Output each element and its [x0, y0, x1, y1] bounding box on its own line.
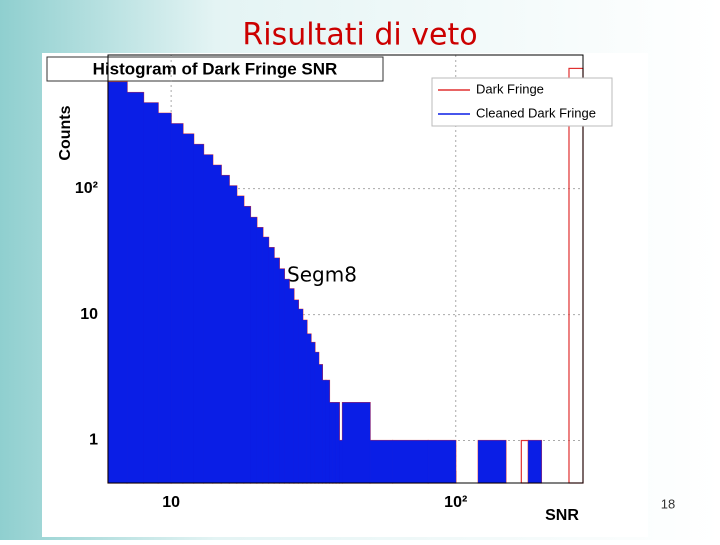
histogram-bar [318, 364, 323, 484]
histogram-bar [322, 380, 327, 484]
histogram-bar [293, 300, 299, 484]
x-tick-label: 10 [162, 494, 180, 511]
histogram-bar [306, 333, 312, 484]
histogram-bar [126, 92, 144, 484]
histogram-bar [236, 196, 244, 484]
histogram-bar [212, 165, 222, 484]
histogram-bar [369, 440, 393, 484]
y-tick-label: 10 [80, 306, 98, 323]
histogram-bar [273, 258, 280, 484]
histogram-bar [229, 185, 237, 484]
chart-title-box [46, 56, 384, 82]
histogram-bar [339, 440, 343, 484]
x-tick-label: 10² [444, 494, 467, 511]
histogram-bar [170, 123, 184, 484]
annotation: Segm8 [287, 263, 357, 287]
histogram-bar [221, 175, 230, 484]
histogram-bar [279, 268, 285, 484]
histogram-bar [314, 352, 319, 484]
histogram-bar [262, 237, 269, 484]
histogram-bar [302, 320, 308, 484]
histogram-bar [427, 440, 456, 484]
histogram-bar [143, 102, 159, 484]
plot-frame [107, 54, 584, 484]
histogram-bar [528, 440, 542, 484]
histogram-bar [107, 81, 128, 484]
histogram-bar [335, 402, 340, 484]
chart-title: Histogram of Dark Fringe SNR [93, 59, 338, 78]
histogram-bar [243, 206, 251, 484]
histogram-bar [310, 342, 316, 484]
y-tick-label: 10² [75, 180, 98, 197]
histogram-bar [193, 144, 204, 484]
histogram-bar [250, 217, 258, 484]
legend-label: Dark Fringe [476, 81, 544, 96]
histogram-bar [256, 227, 264, 484]
page-number: 18 [661, 496, 675, 511]
legend-label: Cleaned Dark Fringe [476, 105, 596, 120]
histogram-bar [478, 440, 507, 484]
histogram-bar [329, 402, 334, 484]
y-axis-label: Counts [57, 105, 74, 160]
histogram-bar [298, 309, 303, 484]
histogram-bar [284, 279, 290, 484]
histogram-bar [325, 380, 330, 484]
histogram-bar [289, 288, 295, 484]
histogram-bar [268, 247, 275, 484]
histogram-bar [342, 402, 371, 484]
histogram-bar [157, 113, 172, 484]
histogram-bar [182, 133, 194, 484]
legend-box [431, 77, 613, 127]
slide-title: Risultati di veto [242, 18, 477, 53]
x-axis-label: SNR [545, 507, 579, 524]
histogram-bar [392, 440, 429, 484]
y-tick-label: 1 [89, 432, 98, 449]
histogram-bar [203, 154, 213, 484]
histogram-bar [332, 402, 337, 484]
plot-area: 1 10 10² 10 10² Dark Fringe Cleaned Dark Fring… [75, 54, 613, 511]
